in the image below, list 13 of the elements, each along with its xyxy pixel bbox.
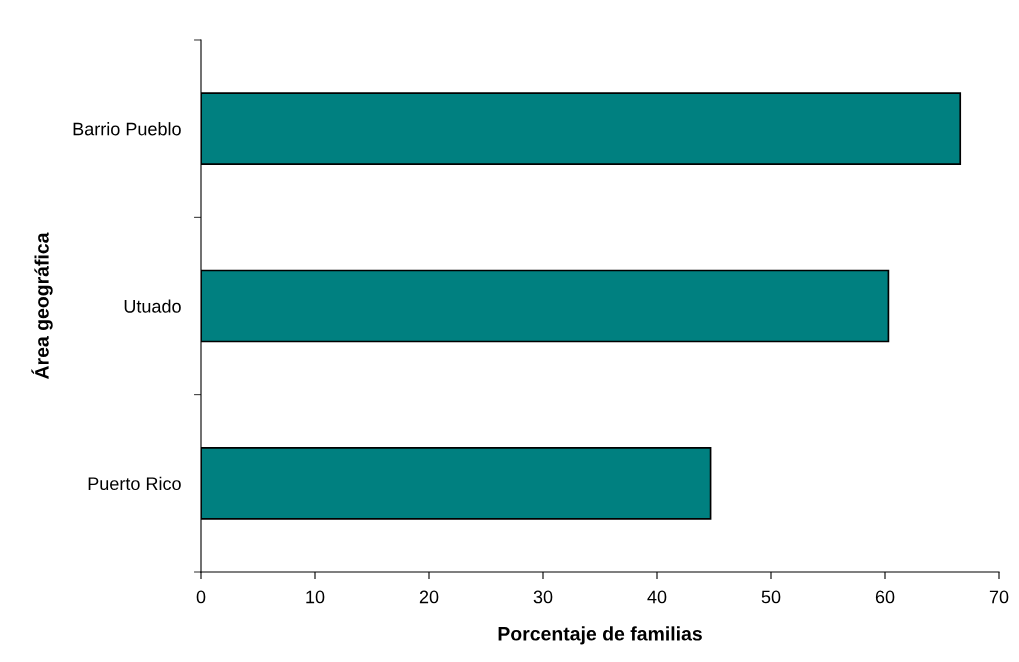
x-tick-label: 0 <box>196 590 206 604</box>
x-tick-label: 60 <box>875 590 895 604</box>
x-tick-label: 40 <box>647 590 667 604</box>
x-axis-title: Porcentaje de familias <box>498 626 702 645</box>
x-tick-label: 30 <box>533 590 553 604</box>
x-tick-label: 70 <box>989 590 1009 604</box>
x-tick-label: 20 <box>419 590 439 604</box>
y-tick-label: Puerto Rico <box>88 476 181 491</box>
y-axis-title: Área geográfica <box>31 232 53 379</box>
y-tick-label: Barrio Pueblo <box>73 122 181 136</box>
y-tick-label: Utuado <box>124 299 181 313</box>
x-tick-label: 50 <box>761 590 781 604</box>
x-tick-label: 10 <box>306 590 325 604</box>
